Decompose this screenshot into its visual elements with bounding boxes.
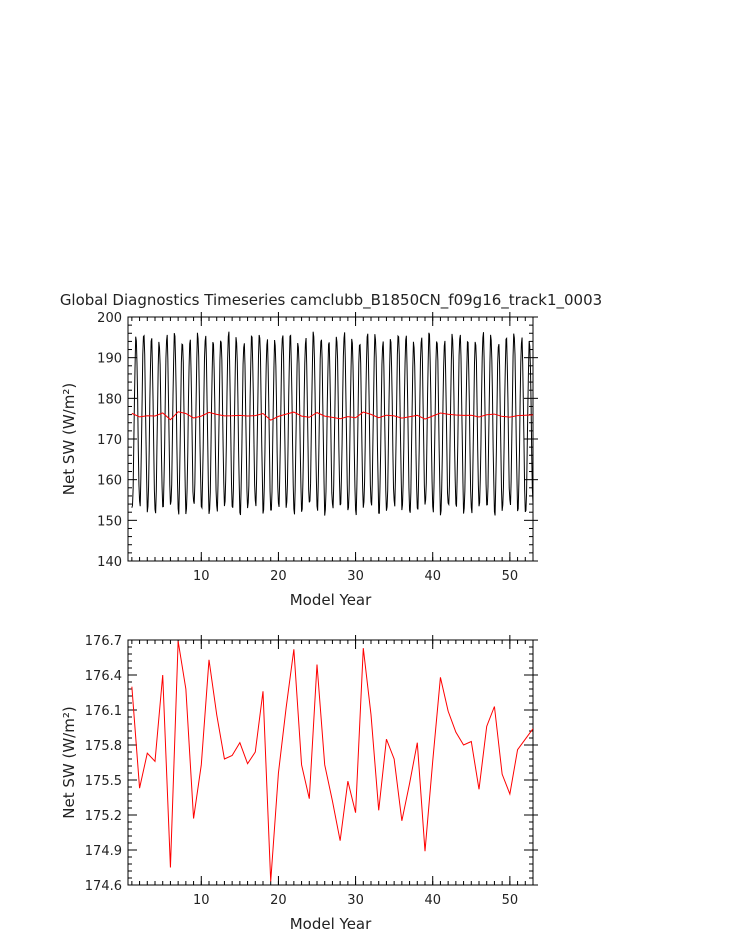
bottom-x-tick-label: 20	[270, 893, 287, 908]
top-y-tick-label: 190	[97, 352, 122, 367]
top-x-axis-label: Model Year	[290, 591, 372, 609]
bottom-y-tick-label: 174.9	[85, 844, 122, 859]
bottom-plot-frame	[127, 639, 534, 886]
bottom-y-axis-label: Net SW (W/m²)	[60, 706, 78, 818]
bottom-x-tick-label: 10	[193, 893, 210, 908]
top-y-tick-label: 150	[97, 514, 122, 529]
top-x-tick-label: 20	[270, 569, 287, 584]
top-y-tick-label: 180	[97, 392, 122, 407]
top-y-tick-label: 170	[97, 433, 122, 448]
bottom-y-tick-label: 175.2	[85, 809, 122, 824]
bottom-y-tick-label: 175.5	[85, 774, 122, 789]
top-y-axis-label: Net SW (W/m²)	[60, 383, 78, 495]
bottom-panel-net-sw-annual: 10 20 30 40 50 174.6 174.9 175.2 175.5 175.8 176.1…	[60, 634, 538, 933]
bottom-y-tick-label: 175.8	[85, 739, 122, 754]
bottom-series-line-0	[131, 641, 533, 882]
top-x-tick-label: 10	[193, 569, 210, 584]
bottom-y-tick-label: 176.4	[85, 669, 122, 684]
bottom-x-axis-label: Model Year	[290, 915, 372, 933]
top-x-tick-label: 30	[347, 569, 364, 584]
bottom-y-tick-label: 174.6	[85, 879, 122, 894]
bottom-x-tick-label: 30	[347, 893, 364, 908]
bottom-x-tick-label: 50	[502, 893, 519, 908]
top-x-tick-label: 40	[424, 569, 441, 584]
top-series-line-0	[131, 331, 533, 516]
bottom-x-tick-label: 40	[424, 893, 441, 908]
top-y-tick-label: 140	[97, 555, 122, 570]
top-series-line-1	[131, 411, 533, 421]
bottom-y-tick-label: 176.7	[85, 634, 122, 649]
top-y-tick-label: 160	[97, 474, 122, 489]
top-panel-net-sw: 10 20 30 40 50 140 150 160 170 180 190 200 Model Yea…	[60, 311, 538, 609]
figure-title: Global Diagnostics Timeseries camclubb_B…	[60, 291, 602, 310]
top-y-tick-label: 200	[97, 311, 122, 326]
bottom-y-tick-label: 176.1	[85, 704, 122, 719]
top-x-tick-label: 50	[502, 569, 519, 584]
